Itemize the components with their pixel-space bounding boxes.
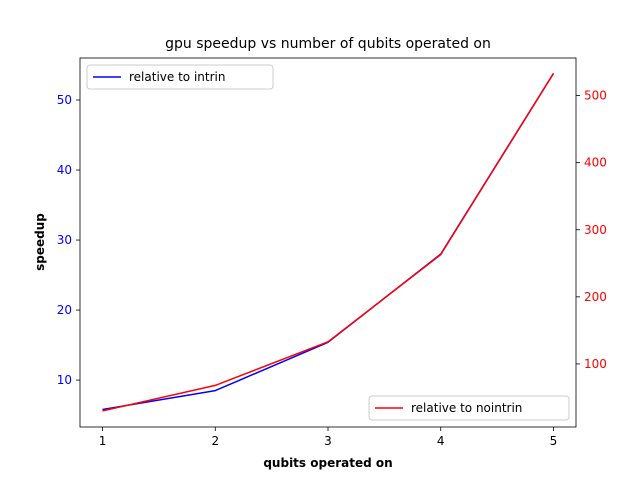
y-right-tick-label: 300 [584, 223, 607, 237]
y-right-tick-label: 200 [584, 290, 607, 304]
legend-box [86, 64, 274, 90]
legend-label: relative to nointrin [411, 401, 522, 415]
legend-box [368, 395, 570, 421]
y-left-tick-label: 10 [57, 373, 72, 387]
x-tick-label: 5 [550, 434, 558, 448]
y-left-tick-label: 20 [57, 303, 72, 317]
x-tick-label: 2 [211, 434, 219, 448]
series-line-relative-to-intrin [102, 73, 555, 411]
y-right-tick-label: 400 [584, 156, 607, 170]
y-axis-label: speedup [33, 213, 47, 271]
legend-label: relative to intrin [129, 70, 225, 84]
x-tick-label: 3 [324, 434, 332, 448]
x-tick-label: 1 [99, 434, 107, 448]
chart-title: gpu speedup vs number of qubits operated… [165, 36, 491, 52]
plot-area: 1 2 3 4 5 10 20 30 40 50 100 200 300 400 500 relative t… [57, 57, 607, 448]
x-axis-label: qubits operated on [263, 456, 392, 470]
x-tick-label: 4 [437, 434, 445, 448]
y-right-tick-label: 100 [584, 357, 607, 371]
series-line-relative-to-nointrin [102, 73, 555, 412]
y-left-tick-label: 50 [57, 93, 72, 107]
y-left-tick-label: 40 [57, 163, 72, 177]
y-right-tick-label: 500 [584, 89, 607, 103]
y-left-tick-label: 30 [57, 233, 72, 247]
axes-frame [79, 57, 577, 428]
